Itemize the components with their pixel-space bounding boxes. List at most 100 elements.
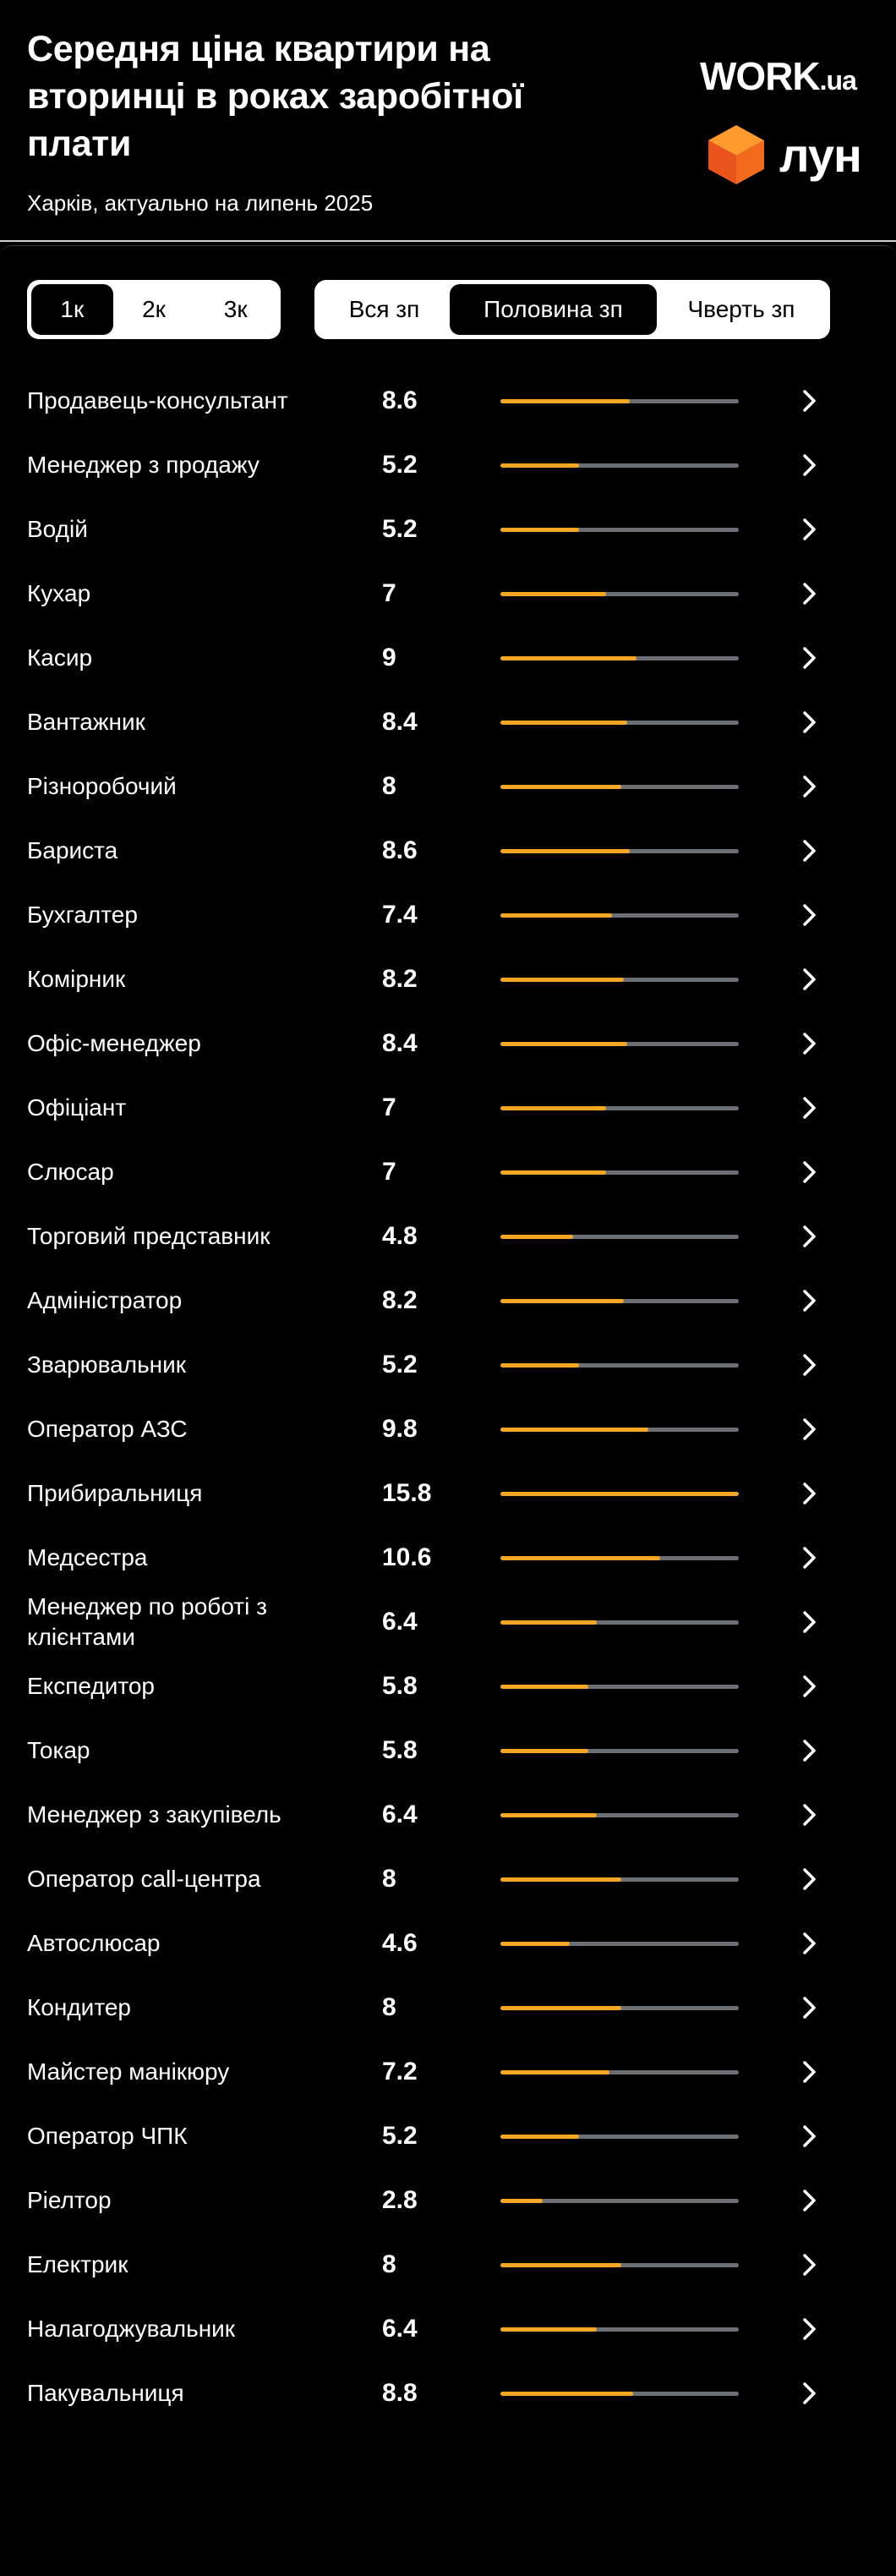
progress-bar-fill [500, 399, 631, 403]
list-item[interactable]: Комірник 8.2 [0, 947, 896, 1011]
list-item[interactable]: Токар 5.8 [0, 1718, 896, 1783]
list-item[interactable]: Бухгалтер 7.4 [0, 883, 896, 947]
chevron-right-icon[interactable] [798, 1096, 822, 1120]
progress-bar-fill [500, 2392, 634, 2396]
list-item[interactable]: Адміністратор 8.2 [0, 1269, 896, 1333]
chevron-right-icon[interactable] [798, 2381, 822, 2405]
list-item[interactable]: Слюсар 7 [0, 1140, 896, 1204]
chevron-right-icon[interactable] [798, 903, 822, 927]
progress-bar-fill [500, 721, 627, 725]
list-item[interactable]: Продавець-консультант 8.6 [0, 369, 896, 433]
chevron-right-icon[interactable] [798, 1803, 822, 1827]
list-item[interactable]: Автослюсар 4.6 [0, 1911, 896, 1976]
list-item[interactable]: Офіс-менеджер 8.4 [0, 1011, 896, 1076]
progress-bar [500, 978, 739, 982]
progress-bar-fill [500, 1877, 621, 1882]
list-item[interactable]: Зварювальник 5.2 [0, 1333, 896, 1397]
chevron-right-icon[interactable] [798, 710, 822, 734]
chevron-right-icon[interactable] [798, 2189, 822, 2212]
progress-bar [500, 1363, 739, 1367]
chevron-right-icon[interactable] [798, 1610, 822, 1634]
profession-name: Налагоджувальник [27, 2316, 236, 2342]
years-value: 8.2 [382, 1286, 418, 1314]
list-item[interactable]: Вантажник 8.4 [0, 690, 896, 754]
years-value: 8.6 [382, 836, 418, 864]
progress-bar-fill [500, 1749, 588, 1753]
lun-logo-text: лун [779, 129, 862, 182]
chevron-right-icon[interactable] [798, 1739, 822, 1762]
list-item[interactable]: Ріелтор 2.8 [0, 2168, 896, 2233]
list-item[interactable]: Оператор ЧПК 5.2 [0, 2104, 896, 2168]
chevron-right-icon[interactable] [798, 1417, 822, 1441]
list-item[interactable]: Кондитер 8 [0, 1976, 896, 2040]
progress-bar-fill [500, 785, 621, 789]
chevron-right-icon[interactable] [798, 967, 822, 991]
chevron-right-icon[interactable] [798, 839, 822, 863]
progress-bar [500, 1877, 739, 1882]
years-value: 6.4 [382, 1800, 418, 1828]
chevron-right-icon[interactable] [798, 1353, 822, 1377]
list-item[interactable]: Торговий представник 4.8 [0, 1204, 896, 1269]
years-value: 4.8 [382, 1222, 418, 1250]
list-item[interactable]: Майстер манікюру 7.2 [0, 2040, 896, 2104]
list-item[interactable]: Офіціант 7 [0, 1076, 896, 1140]
list-item[interactable]: Касир 9 [0, 626, 896, 690]
salary-share-option-2[interactable]: Половина зп [450, 284, 657, 335]
profession-name: Комірник [27, 966, 126, 992]
list-item[interactable]: Водій 5.2 [0, 497, 896, 562]
chevron-right-icon[interactable] [798, 775, 822, 798]
list-item[interactable]: Пакувальниця 8.8 [0, 2361, 896, 2425]
chevron-right-icon[interactable] [798, 1932, 822, 1955]
chevron-right-icon[interactable] [798, 1160, 822, 1184]
progress-bar [500, 1235, 739, 1239]
chevron-right-icon[interactable] [798, 1996, 822, 2020]
chevron-right-icon[interactable] [798, 582, 822, 606]
room-count-option-1[interactable]: 1к [31, 284, 113, 335]
list-item[interactable]: Експедитор 5.8 [0, 1654, 896, 1718]
list-item[interactable]: Менеджер з продажу 5.2 [0, 433, 896, 497]
room-count-option-3[interactable]: 3к [223, 296, 248, 322]
progress-bar-fill [500, 1106, 606, 1110]
chevron-right-icon[interactable] [798, 453, 822, 477]
chevron-right-icon[interactable] [798, 2253, 822, 2277]
list-item[interactable]: Налагоджувальник 6.4 [0, 2297, 896, 2361]
chevron-right-icon[interactable] [798, 1482, 822, 1505]
profession-name: Торговий представник [27, 1223, 270, 1249]
chevron-right-icon[interactable] [798, 2124, 822, 2148]
salary-share-option-1[interactable]: Вся зп [348, 296, 420, 322]
years-value: 5.2 [382, 1351, 418, 1378]
chevron-right-icon[interactable] [798, 2060, 822, 2084]
progress-bar [500, 1813, 739, 1817]
list-item[interactable]: Менеджер по роботі з клієнтами 6.4 [0, 1590, 896, 1654]
content-panel [0, 245, 896, 2576]
list-item[interactable]: Менеджер з закупівель 6.4 [0, 1783, 896, 1847]
progress-bar-fill [500, 528, 579, 532]
list-item[interactable]: Кухар 7 [0, 562, 896, 626]
list-item[interactable]: Бариста 8.6 [0, 819, 896, 883]
chevron-right-icon[interactable] [798, 1032, 822, 1055]
chevron-right-icon[interactable] [798, 2317, 822, 2341]
list-item[interactable]: Оператор call-центра 8 [0, 1847, 896, 1911]
progress-bar-fill [500, 2070, 609, 2075]
chevron-right-icon[interactable] [798, 1867, 822, 1891]
profession-name: Слюсар [27, 1159, 114, 1185]
list-item[interactable]: Прибиральниця 15.8 [0, 1461, 896, 1526]
chevron-right-icon[interactable] [798, 518, 822, 541]
salary-share-option-3[interactable]: Чверть зп [687, 296, 795, 322]
profession-name: Менеджер з продажу [27, 452, 260, 478]
list-item[interactable]: Медсестра 10.6 [0, 1526, 896, 1590]
chevron-right-icon[interactable] [798, 1546, 822, 1570]
chevron-right-icon[interactable] [798, 1225, 822, 1248]
progress-bar-fill [500, 1428, 648, 1432]
list-item[interactable]: Оператор АЗС 9.8 [0, 1397, 896, 1461]
chevron-right-icon[interactable] [798, 389, 822, 413]
room-count-option-2[interactable]: 2к [142, 296, 166, 322]
list-item[interactable]: Електрик 8 [0, 2233, 896, 2297]
chevron-right-icon[interactable] [798, 646, 822, 670]
list-item[interactable]: Різноробочий 8 [0, 754, 896, 819]
years-value: 8.2 [382, 965, 418, 993]
chevron-right-icon[interactable] [798, 1674, 822, 1698]
profession-name: Вантажник [27, 709, 145, 735]
progress-bar-fill [500, 978, 625, 982]
chevron-right-icon[interactable] [798, 1289, 822, 1313]
